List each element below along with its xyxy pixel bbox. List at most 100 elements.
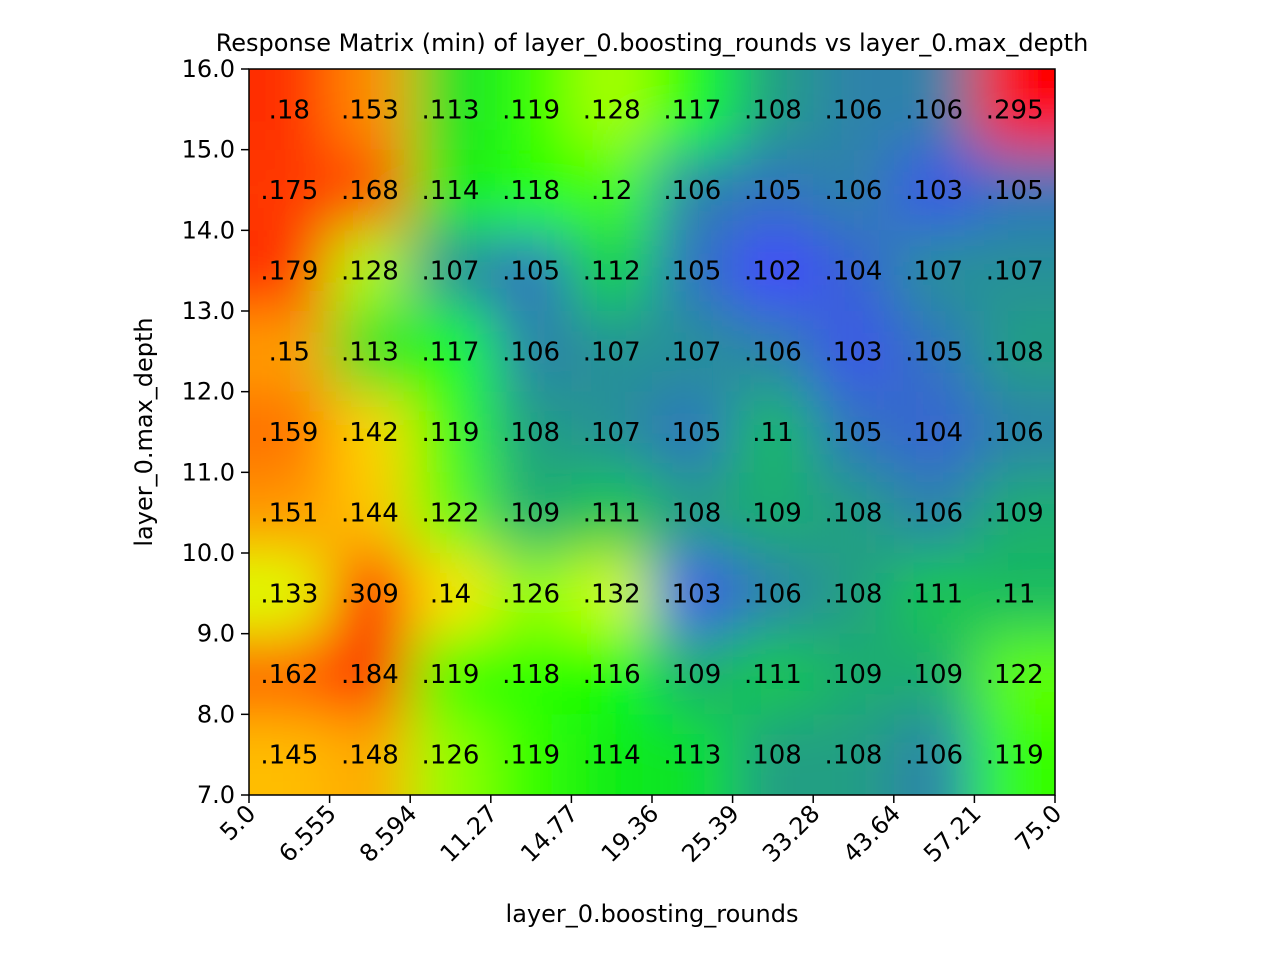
cell-value: .103 [905, 176, 963, 206]
heatmap-cell [410, 472, 492, 554]
heatmap-cell [571, 311, 653, 393]
x-tick-label: 33.28 [757, 799, 825, 867]
heatmap-cell [974, 553, 1055, 635]
cell-value: .119 [422, 660, 480, 690]
cell-value: .112 [583, 257, 641, 287]
cell-value-labels: .18 .153 .113 .119 .128 .117 .108 .106 .106 .295.… [260, 95, 1043, 770]
cell-value: .162 [260, 660, 318, 690]
heatmap-cell [249, 714, 331, 795]
cell-value: .105 [825, 418, 883, 448]
heatmap-cell [410, 633, 492, 716]
cell-value: .103 [825, 337, 883, 367]
cell-value: .144 [341, 499, 399, 529]
cell-value: .15 [269, 337, 310, 367]
heatmap-cell [410, 230, 492, 312]
cell-value: .106 [825, 176, 883, 206]
heatmap-cell [893, 391, 976, 474]
x-axis-ticks: 5.0 6.555 8.594 11.27 14.77 19.36 25.39 33.28 43… [214, 795, 1067, 868]
heatmap-surface [249, 69, 1055, 795]
x-axis-label: layer_0.boosting_rounds [506, 900, 799, 928]
heatmap-cell [490, 472, 573, 554]
cell-value: .116 [583, 660, 641, 690]
heatmap-cell [893, 553, 976, 635]
x-tick-label: 19.36 [596, 799, 664, 867]
cell-value: .108 [502, 418, 560, 448]
heatmap-cell [893, 149, 976, 232]
cell-value: .108 [825, 499, 883, 529]
cell-value: .106 [986, 418, 1044, 448]
cell-value: .108 [825, 741, 883, 771]
cell-value: .119 [502, 95, 560, 125]
heatmap-cell [249, 391, 331, 474]
heatmap-cell [571, 714, 653, 795]
heatmap-cell [813, 311, 895, 393]
heatmap-cell [974, 391, 1055, 474]
heatmap-cell [813, 230, 895, 312]
heatmap-cell [329, 553, 412, 635]
heatmap-cell [652, 230, 734, 312]
heatmap-cell [490, 311, 573, 393]
heatmap-cell [813, 714, 895, 795]
heatmap-cell [732, 472, 815, 554]
cell-value: .119 [986, 741, 1044, 771]
y-tick-label: 11.0 [182, 458, 235, 486]
cell-value: .133 [260, 579, 318, 609]
cell-value: .114 [422, 176, 480, 206]
cell-value: .108 [986, 337, 1044, 367]
x-tick-label: 75.0 [1010, 799, 1068, 857]
cell-value: .132 [583, 579, 641, 609]
cell-value: .126 [502, 579, 560, 609]
cell-value: .109 [663, 660, 721, 690]
heatmap-cell [249, 311, 331, 393]
cell-value: .108 [663, 499, 721, 529]
heatmap-cell [490, 149, 573, 232]
heatmap-cell [490, 553, 573, 635]
heatmap-cell [652, 472, 734, 554]
heatmap-cell [329, 391, 412, 474]
cell-value: .179 [260, 257, 318, 287]
y-tick-label: 12.0 [182, 378, 235, 406]
heatmap-cell [249, 553, 331, 635]
chart-title: Response Matrix (min) of layer_0.boostin… [216, 29, 1089, 57]
cell-value: .105 [905, 337, 963, 367]
y-tick-label: 7.0 [197, 781, 235, 809]
cell-value: .118 [502, 660, 560, 690]
heatmap-cell [571, 391, 653, 474]
cell-value: .114 [583, 741, 641, 771]
cell-value: .14 [430, 579, 471, 609]
cell-value: .105 [986, 176, 1044, 206]
cell-value: .109 [502, 499, 560, 529]
heatmap-cell [974, 149, 1055, 232]
cell-value: .175 [260, 176, 318, 206]
heatmap-cell [490, 633, 573, 716]
cell-value: .168 [341, 176, 399, 206]
cell-value: .111 [744, 660, 802, 690]
heatmap-cell [249, 149, 331, 232]
cell-value: .148 [341, 741, 399, 771]
cell-value: .106 [905, 741, 963, 771]
cell-value: .106 [905, 499, 963, 529]
heatmap-cell [329, 69, 412, 151]
cell-value: .111 [905, 579, 963, 609]
y-tick-label: 10.0 [182, 539, 235, 567]
cell-value: .105 [502, 257, 560, 287]
heatmap-cell [893, 472, 976, 554]
x-tick-label: 57.21 [918, 799, 986, 867]
heatmap-cell [329, 230, 412, 312]
cell-value: .108 [744, 95, 802, 125]
cell-value: .109 [986, 499, 1044, 529]
cell-value: .104 [825, 257, 883, 287]
heatmap-cell [410, 714, 492, 795]
cell-value: .106 [905, 95, 963, 125]
cell-value: .107 [905, 257, 963, 287]
heatmap-cell [974, 633, 1055, 716]
cell-value: .295 [986, 95, 1044, 125]
heatmap-cell [490, 391, 573, 474]
heatmap-cell [732, 633, 815, 716]
heatmap-cell [652, 633, 734, 716]
cell-value: .105 [663, 257, 721, 287]
heatmap-cell [732, 391, 815, 474]
heatmap-cell [571, 69, 653, 151]
heatmap-cell [974, 69, 1055, 151]
